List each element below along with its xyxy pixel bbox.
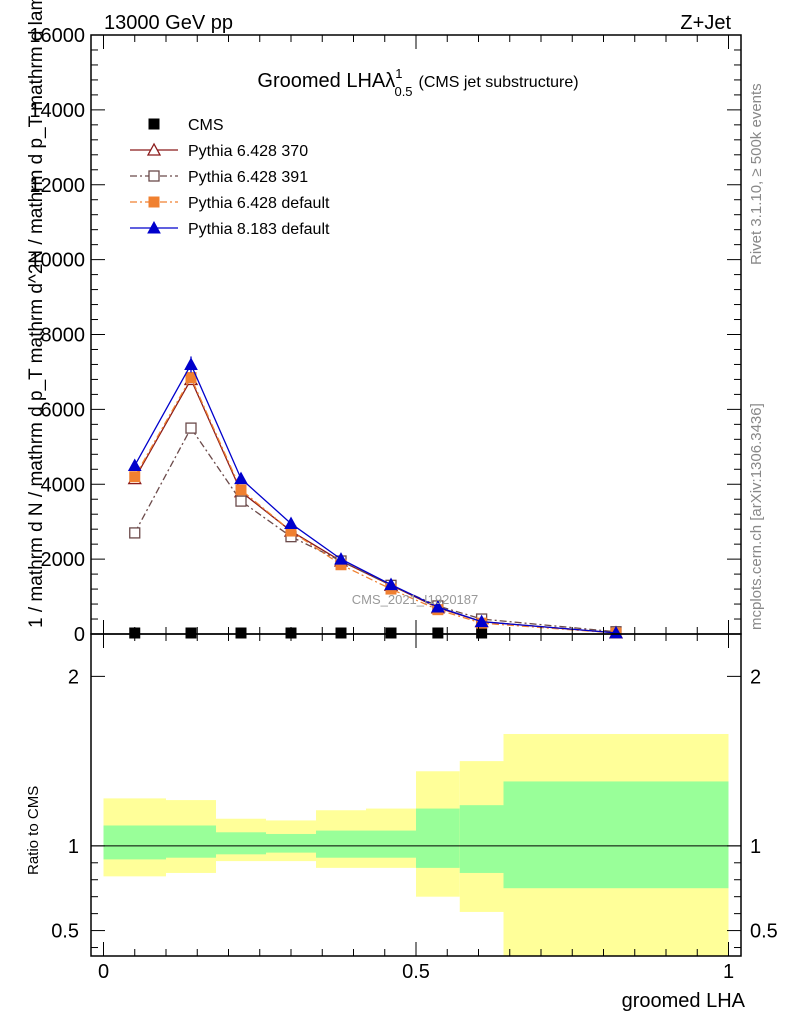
legend-label: Pythia 6.428 default <box>188 195 330 212</box>
ratio-panel: 0.5 0.5 1 1 2 2 0 0.5 1 Ratio to CMS groomed LHA <box>25 633 778 1012</box>
legend-label: Pythia 8.183 default <box>188 221 330 238</box>
title-sup: 1 <box>395 66 402 81</box>
point-marker <box>146 142 162 156</box>
x-tick-label: 0.5 <box>402 961 430 983</box>
series-line <box>134 426 617 633</box>
watermark: CMS_2021_I1920187 <box>352 592 479 607</box>
band-inner <box>366 830 416 858</box>
header-right: Z+Jet <box>680 12 731 34</box>
main-ylabel: 1 / mathrm d N / mathrm d p_T mathrm d^2… <box>26 0 47 628</box>
point-marker <box>384 577 398 591</box>
legend-item: CMS <box>148 117 224 134</box>
band-inner <box>503 781 729 889</box>
point-marker <box>609 625 623 639</box>
legend-label: Pythia 6.428 391 <box>188 169 308 186</box>
y-tick-label: 4000 <box>41 474 86 496</box>
point-marker <box>127 458 142 472</box>
y-tick-label: 14000 <box>29 100 85 122</box>
legend-label: CMS <box>188 117 224 134</box>
y-tick-label: 10000 <box>29 250 85 272</box>
ratio-y-tick-label: 1 <box>68 836 79 858</box>
point-marker <box>148 118 160 130</box>
point-marker <box>284 516 298 530</box>
ratio-y-tick-label-right: 1 <box>750 836 761 858</box>
x-tick-label: 0 <box>98 961 109 983</box>
point-marker <box>129 471 141 483</box>
header-left: 13000 GeV pp <box>104 12 233 34</box>
rivet-label: Rivet 3.1.10, ≥ 500k events <box>748 83 765 265</box>
main-title: Groomed LHAλ1 0.5 (CMS jet substructure) <box>257 66 578 99</box>
band-inner <box>103 825 166 860</box>
point-marker <box>334 552 348 565</box>
x-tick-label: 1 <box>723 961 734 983</box>
ratio-ylabel: Ratio to CMS <box>25 786 42 875</box>
point-marker <box>185 372 197 384</box>
band-inner <box>166 825 216 858</box>
ratio-y-tick-label: 2 <box>68 666 79 688</box>
ratio-y-tick-label: 0.5 <box>51 921 79 943</box>
legend-item: Pythia 6.428 default <box>130 195 330 212</box>
band-inner <box>459 805 504 873</box>
band-inner <box>416 808 460 868</box>
series-0 <box>129 627 622 639</box>
point-marker <box>235 484 247 496</box>
point-marker <box>148 196 160 208</box>
legend-label: Pythia 6.428 370 <box>188 143 308 160</box>
legend-item: Pythia 6.428 370 <box>130 142 308 160</box>
point-marker <box>234 471 248 485</box>
point-marker <box>335 627 347 639</box>
y-tick-label: 0 <box>74 624 85 646</box>
point-marker <box>129 527 141 539</box>
band-inner <box>316 830 366 858</box>
band-inner <box>266 833 316 853</box>
ratio-y-tick-label-right: 2 <box>750 666 761 688</box>
point-marker <box>432 627 444 639</box>
legend-item: Pythia 6.428 391 <box>130 169 308 186</box>
point-marker <box>185 422 197 434</box>
x-axis-label: groomed LHA <box>622 990 746 1012</box>
y-tick-label: 2000 <box>41 549 86 571</box>
point-marker <box>185 627 197 639</box>
title-text: Groomed LHA <box>257 70 385 92</box>
y-tick-label: 16000 <box>29 25 85 47</box>
legend-item: Pythia 8.183 default <box>130 220 330 238</box>
point-marker <box>431 600 445 613</box>
point-marker <box>474 614 489 628</box>
y-tick-label: 6000 <box>41 399 86 421</box>
point-marker <box>235 495 247 507</box>
y-tick-label: 12000 <box>29 175 85 197</box>
y-tick-label: 8000 <box>41 325 86 347</box>
point-marker <box>385 627 397 639</box>
point-marker <box>147 220 161 234</box>
band-inner <box>216 832 266 855</box>
main-panel: CMS_2021_I1920187 0 2000 4000 6000 8000 10000… <box>26 0 742 646</box>
ratio-y-tick-label-right: 0.5 <box>750 921 778 943</box>
legend: CMS Pythia 6.428 370 Pythia 6.428 391 Pythi… <box>130 117 330 238</box>
point-marker <box>235 627 247 639</box>
title-sub: 0.5 <box>394 84 412 99</box>
title-lambda: λ <box>385 70 395 92</box>
point-marker <box>148 170 160 182</box>
title-subtitle: (CMS jet substructure) <box>419 74 579 91</box>
mcplots-label: mcplots.cern.ch [arXiv:1306.3436] <box>748 403 765 630</box>
